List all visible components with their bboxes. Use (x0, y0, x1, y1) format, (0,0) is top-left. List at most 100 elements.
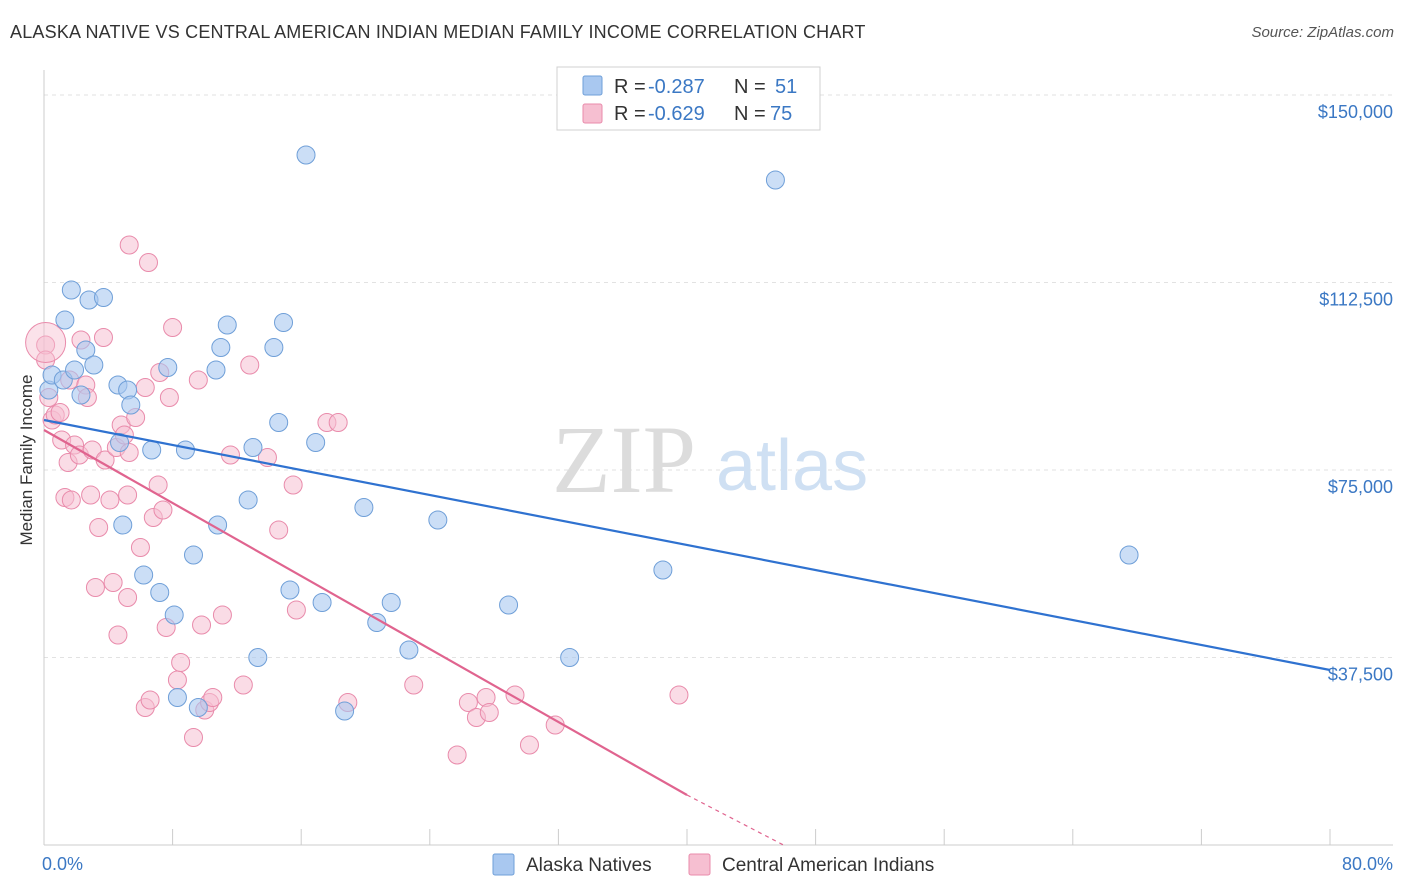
alaska-point (243, 438, 263, 457)
alaska-point (55, 310, 75, 330)
alaska-point (354, 498, 374, 517)
y-tick-label: $37,500 (1328, 665, 1393, 685)
alaska-point (167, 688, 187, 707)
cai-point (108, 625, 128, 645)
cai-point (283, 475, 303, 495)
alaska-point (653, 560, 673, 580)
y-tick-labels: $37,500 $75,000 $112,500 $150,000 (1318, 102, 1393, 685)
alaska-point (76, 340, 96, 360)
alaska-point (211, 338, 231, 357)
y-tick-label: $75,000 (1328, 477, 1393, 497)
alaska-point (428, 510, 448, 530)
alaska-point (1119, 545, 1139, 565)
cai-point (183, 728, 203, 747)
alaska-point (84, 355, 104, 375)
series-alaska-natives (39, 145, 1139, 721)
alaska-point (164, 605, 184, 625)
legend-n-label-cai: N = (734, 103, 766, 125)
x-tick-label: 0.0% (42, 854, 83, 874)
alaska-point (71, 385, 91, 405)
cai-point (89, 518, 109, 537)
cai-point (50, 403, 70, 422)
cai-point (233, 675, 253, 695)
alaska-point (499, 595, 519, 615)
watermark: ZIP atlas (552, 406, 868, 513)
legend-n-label-alaska: N = (734, 76, 766, 98)
cai-point (61, 490, 81, 510)
cai-point (167, 670, 187, 690)
cai-point (212, 605, 232, 625)
x-tick-marks (172, 829, 1331, 845)
cai-point (81, 485, 101, 505)
legend-swatch-cai (582, 103, 603, 124)
cai-point (118, 588, 138, 607)
alaska-point (306, 433, 326, 452)
cai-point (163, 318, 183, 337)
cai-point (269, 520, 289, 540)
cai-trend-extension (686, 794, 784, 846)
alaska-point (264, 338, 284, 357)
cai-point (669, 685, 689, 705)
cai-point (458, 693, 478, 712)
alaska-point (93, 288, 113, 307)
cai-point (328, 413, 348, 432)
series-legend: Alaska Natives Central American Indians (492, 853, 934, 876)
cai-point (171, 653, 191, 672)
bottom-legend-swatch-cai (688, 853, 711, 876)
correlation-legend: R = -0.287 N = 51 R = -0.629 N = 75 (556, 66, 821, 131)
cai-point (100, 490, 120, 510)
cai-point (286, 600, 306, 620)
legend-r-value-cai: -0.629 (648, 103, 705, 125)
alaska-point (113, 515, 133, 535)
legend-n-value-cai: 75 (770, 103, 792, 125)
cai-point (519, 735, 539, 755)
alaska-point (248, 648, 268, 667)
cai-point (93, 328, 113, 347)
trend-lines (43, 418, 1331, 846)
watermark-atlas: atlas (716, 426, 868, 506)
alaska-point (399, 640, 419, 660)
alaska-point (65, 360, 85, 380)
cai-point (119, 235, 139, 255)
y-tick-label: $112,500 (1319, 290, 1393, 310)
alaska-point (296, 145, 316, 165)
alaska-point (208, 515, 228, 535)
alaska-point (188, 698, 208, 717)
alaska-point (312, 593, 332, 612)
alaska-point (560, 648, 580, 667)
alaska-point (121, 395, 141, 415)
cai-point (153, 500, 173, 520)
alaska-point (142, 440, 162, 460)
alaska-point (269, 413, 289, 432)
alaska-point (765, 170, 785, 190)
cai-trend-line (43, 429, 688, 796)
alaska-trend-line (43, 418, 1331, 672)
alaska-point (274, 313, 294, 332)
alaska-point (381, 593, 401, 612)
legend-n-value-alaska: 51 (775, 76, 797, 98)
cai-point (404, 675, 424, 695)
axes (43, 70, 1393, 846)
source-label: Source: ZipAtlas.com (1251, 24, 1394, 41)
bottom-legend-swatch-alaska (492, 853, 515, 876)
legend-swatch-alaska (582, 75, 603, 96)
bottom-legend-label-alaska: Alaska Natives (526, 855, 652, 876)
alaska-point (150, 583, 170, 602)
cai-point (192, 615, 212, 635)
alaska-point (61, 280, 81, 300)
alaska-point (110, 433, 130, 452)
alaska-point (367, 613, 387, 632)
alaska-point (134, 565, 154, 585)
chart-title: ALASKA NATIVE VS CENTRAL AMERICAN INDIAN… (10, 22, 866, 42)
legend-r-label-alaska: R = (614, 76, 646, 98)
cai-point (25, 322, 67, 363)
cai-point (138, 253, 158, 272)
cai-point (85, 578, 105, 597)
watermark-zip: ZIP (552, 406, 696, 513)
alaska-point (175, 440, 195, 460)
alaska-point (335, 701, 355, 721)
alaska-point (280, 580, 300, 600)
bottom-legend-label-cai: Central American Indians (722, 855, 934, 876)
legend-r-value-alaska: -0.287 (648, 76, 705, 98)
